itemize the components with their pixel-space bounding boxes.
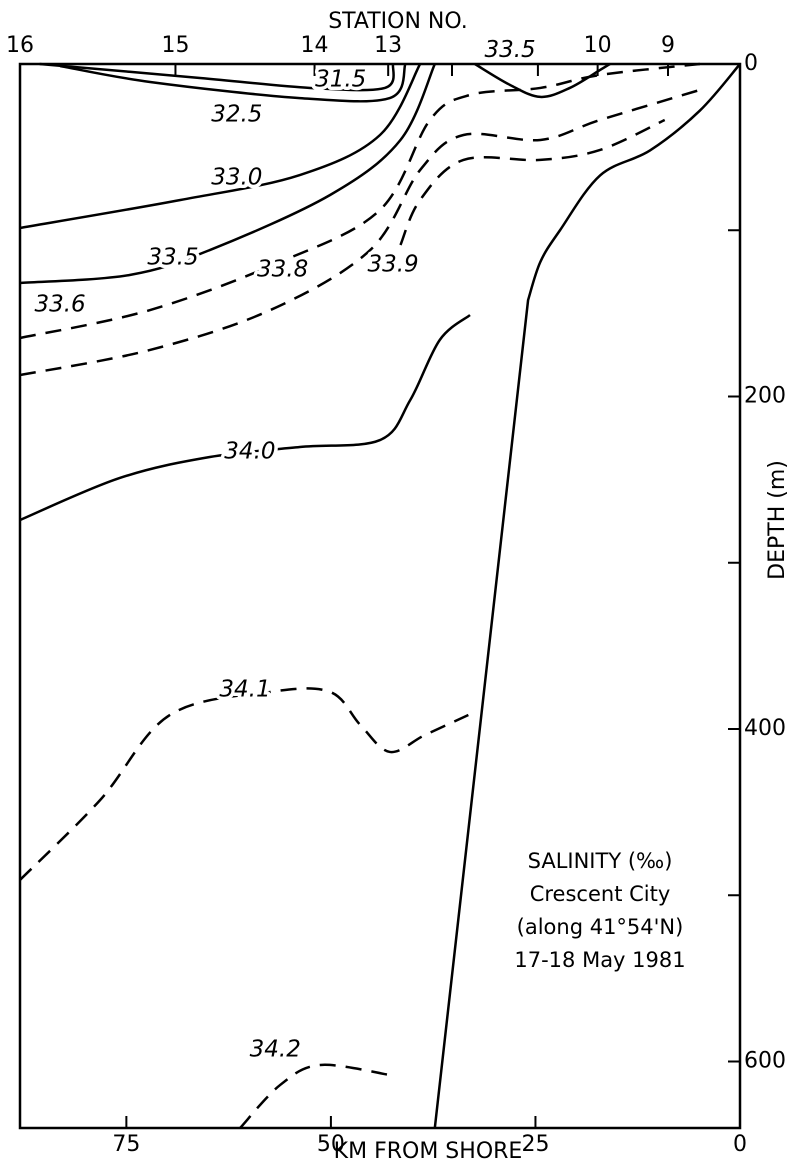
- plot-frame: [18, 62, 742, 1130]
- x-axis-label: KM FROM SHORE: [334, 1139, 523, 1164]
- station-label: 16: [6, 33, 34, 58]
- contour-label: 33.5: [147, 245, 198, 271]
- contour-line: [19, 63, 422, 230]
- contour-label: 31.5: [315, 66, 366, 92]
- contour-line: [239, 1063, 390, 1129]
- contour-label: 33.5: [484, 37, 535, 63]
- contour-label: 32.5: [211, 102, 262, 128]
- contour-line: [19, 63, 436, 285]
- annotation: SALINITY (‰): [528, 849, 673, 873]
- y-tick-label: 600: [744, 1049, 786, 1074]
- contour-label: 33.8: [257, 256, 308, 282]
- contour-line: [474, 62, 611, 99]
- x-tick-label: 75: [112, 1132, 140, 1157]
- annotation: (along 41°54'N): [517, 915, 684, 939]
- top-axis-label: STATION NO.: [328, 9, 468, 34]
- contour-line: [59, 63, 407, 103]
- x-tick-label: 0: [733, 1132, 747, 1157]
- contour-label: 33.6: [34, 292, 85, 318]
- x-tick-label: 50: [317, 1132, 345, 1157]
- contour-label: 33.0: [211, 165, 262, 191]
- y-tick-label: 400: [744, 716, 786, 741]
- contour-label: 33.9: [367, 251, 418, 277]
- station-label: 13: [374, 33, 402, 58]
- contour-line: [19, 88, 701, 377]
- y-tick-label: 200: [744, 384, 786, 409]
- y-tick-label: 0: [744, 51, 758, 76]
- contour-label: 34.2: [250, 1036, 301, 1062]
- contour-line: [39, 62, 395, 92]
- contour-line: [19, 62, 701, 340]
- y-axis-label: DEPTH (m): [765, 460, 790, 580]
- contour-label: 34.1: [219, 676, 270, 702]
- contour-line: [19, 687, 469, 881]
- station-label: 15: [161, 33, 189, 58]
- station-label: 10: [584, 33, 612, 58]
- x-tick-label: 25: [521, 1132, 549, 1157]
- annotation: Crescent City: [530, 882, 671, 906]
- sea-floor: [433, 63, 741, 1129]
- station-label: 9: [661, 33, 675, 58]
- contour-line: [399, 118, 666, 246]
- annotation: 17-18 May 1981: [514, 948, 685, 972]
- contour-line: [19, 314, 471, 522]
- station-label: 14: [301, 33, 329, 58]
- contour-label: 34.0: [224, 439, 275, 465]
